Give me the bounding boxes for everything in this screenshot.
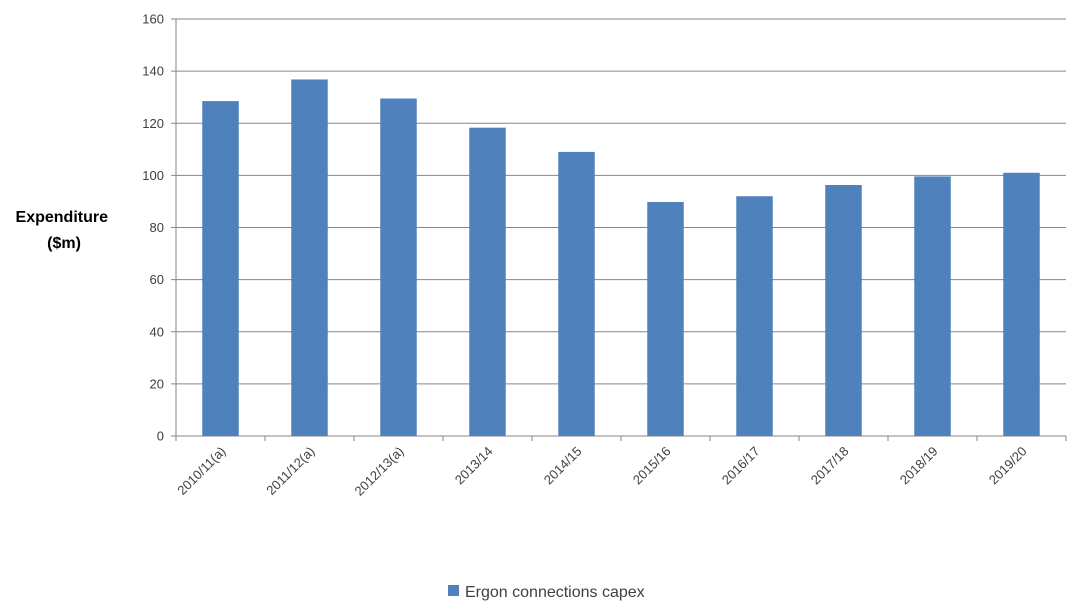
y-axis-title-line-1: Expenditure — [16, 209, 109, 226]
bar-2010-11-a — [202, 101, 239, 437]
bar-2013-14 — [469, 127, 506, 436]
y-tick-labels: 0 20 40 60 80 100 120 140 160 — [142, 12, 164, 444]
x-tick-label: 2011/12(a) — [263, 444, 317, 498]
x-tick-label: 2015/16 — [630, 444, 674, 488]
bar-2017-18 — [825, 185, 862, 436]
y-tick-label: 140 — [142, 64, 164, 79]
y-tick-label: 80 — [150, 220, 164, 235]
bar-2014-15 — [558, 151, 595, 436]
x-tick-label: 2013/14 — [452, 444, 496, 488]
x-tick-label: 2012/13(a) — [352, 444, 407, 499]
x-tick-label: 2010/11(a) — [174, 444, 228, 498]
x-tick-label: 2016/17 — [719, 444, 763, 488]
legend-swatch — [448, 585, 459, 596]
x-tick-label: 2014/15 — [541, 444, 585, 488]
bars — [202, 79, 1040, 437]
y-axis-title-line-2: ($m) — [47, 235, 81, 252]
y-tick-label: 20 — [150, 376, 164, 391]
x-tick-label: 2018/19 — [897, 444, 941, 488]
y-tick-label: 0 — [157, 429, 164, 444]
legend: Ergon connections capex — [448, 584, 645, 601]
x-tick-label: 2017/18 — [808, 444, 852, 488]
bar-2016-17 — [736, 196, 773, 436]
y-tick-label: 160 — [142, 12, 164, 27]
bar-2019-20 — [1003, 172, 1040, 437]
legend-label: Ergon connections capex — [465, 584, 645, 601]
y-tick-label: 40 — [150, 324, 164, 339]
bar-2015-16 — [647, 201, 684, 436]
bar-2018-19 — [914, 176, 951, 437]
x-tick-labels: 2010/11(a) 2011/12(a) 2012/13(a) 2013/14 201… — [174, 444, 1029, 499]
y-tick-label: 60 — [150, 272, 164, 287]
y-tick-label: 100 — [142, 168, 164, 183]
y-axis-title: Expenditure ($m) — [16, 209, 113, 252]
y-tick-label: 120 — [142, 116, 164, 131]
bar-2012-13-a — [380, 98, 417, 436]
x-tick-label: 2019/20 — [986, 444, 1030, 488]
bar-2011-12-a — [291, 79, 328, 436]
